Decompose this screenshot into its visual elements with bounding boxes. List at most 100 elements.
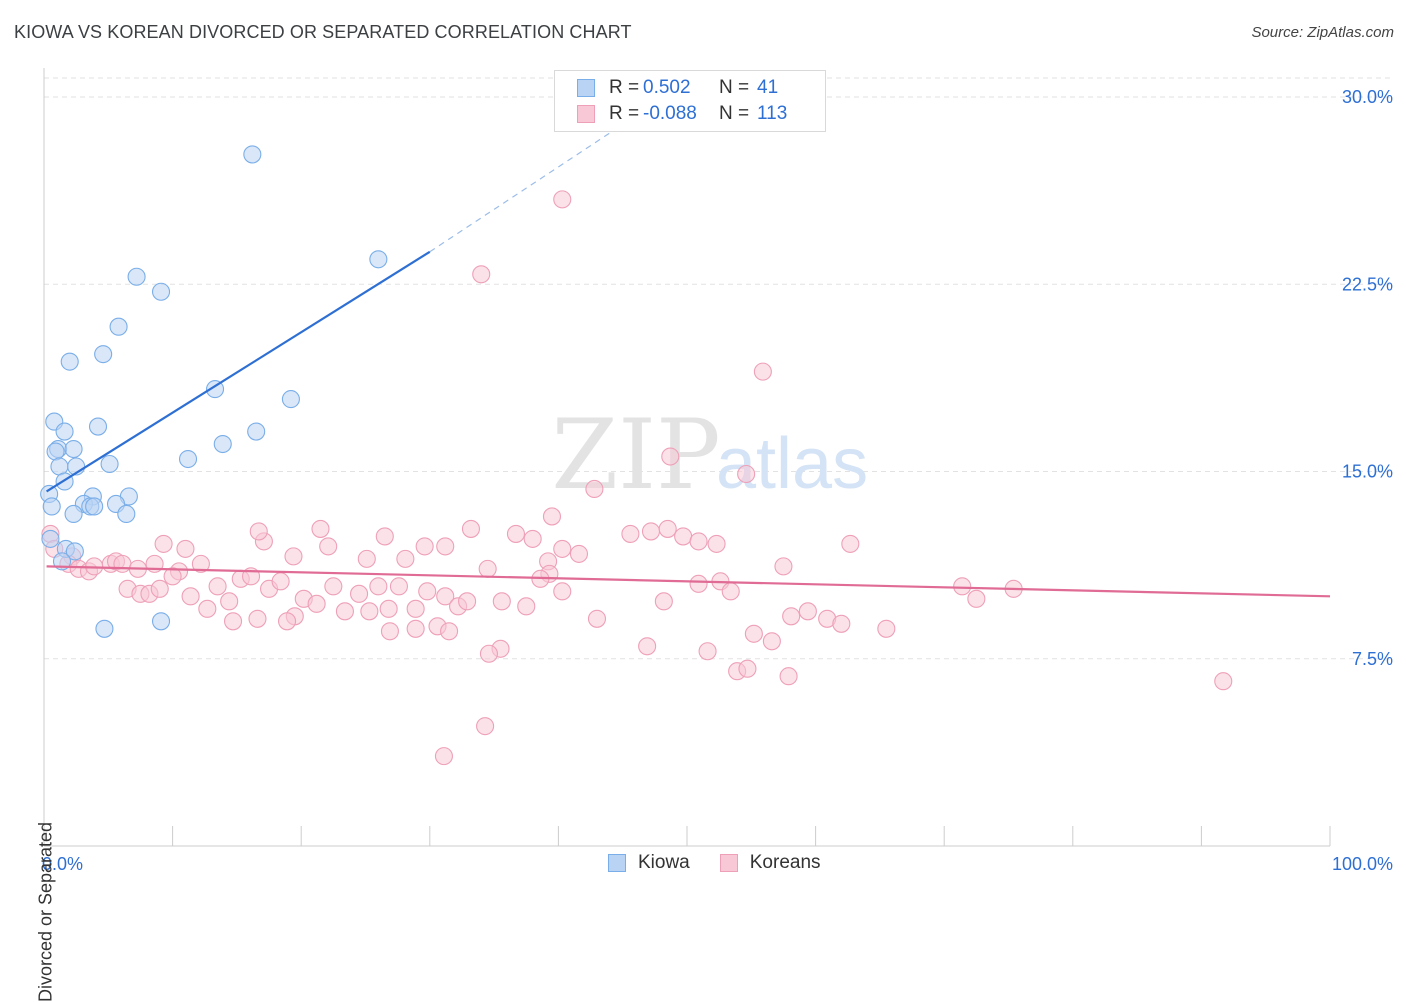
- watermark: ZIP atlas: [551, 399, 868, 511]
- koreans-point: [654, 592, 673, 611]
- kiowa-point: [41, 529, 60, 548]
- kiowa-trend-line: [45, 250, 431, 493]
- koreans-point: [307, 594, 326, 613]
- koreans-point: [721, 582, 740, 601]
- x-tick-label-max: 100.0%: [1332, 854, 1393, 874]
- koreans-point: [176, 539, 195, 558]
- koreans-point: [798, 602, 817, 621]
- koreans-point: [379, 599, 398, 618]
- chart-title: KIOWA VS KOREAN DIVORCED OR SEPARATED CO…: [14, 22, 632, 42]
- kiowa-legend-label: Kiowa: [638, 852, 690, 873]
- koreans-point: [585, 479, 604, 499]
- kiowa-point: [151, 282, 171, 301]
- koreans-point: [163, 567, 182, 586]
- koreans-point: [542, 507, 562, 526]
- koreans-point: [369, 577, 388, 596]
- kiowa-legend-swatch: [608, 854, 626, 872]
- koreans-point: [689, 532, 708, 551]
- kiowa-point: [243, 145, 262, 164]
- koreans-point: [569, 544, 589, 563]
- kiowa-point: [46, 442, 65, 461]
- x-tick-label-min: 0.0%: [42, 854, 83, 874]
- legend-item-koreans[interactable]: Koreans: [719, 852, 821, 874]
- koreans-point: [208, 577, 227, 596]
- legend-item-kiowa[interactable]: Kiowa: [608, 852, 690, 874]
- watermark-atlas: atlas: [716, 424, 868, 504]
- n-value: 113: [757, 103, 788, 124]
- kiowa-point: [85, 497, 104, 516]
- koreans-point: [198, 599, 217, 618]
- y-tick-label: 7.5%: [1352, 649, 1393, 669]
- koreans-point: [458, 592, 477, 611]
- koreans-point: [375, 527, 394, 546]
- y-tick-label: 30.0%: [1342, 87, 1393, 107]
- koreans-point: [271, 572, 290, 591]
- koreans-point: [472, 265, 491, 284]
- koreans-point: [154, 534, 173, 553]
- koreans-point: [223, 612, 243, 631]
- koreans-point: [738, 659, 757, 678]
- kiowa-point: [55, 422, 74, 441]
- koreans-point: [674, 527, 693, 546]
- kiowa-point: [213, 434, 232, 454]
- kiowa-point: [117, 504, 136, 523]
- kiowa-trend-extension: [429, 123, 624, 253]
- koreans-point: [436, 587, 455, 606]
- koreans-point: [406, 599, 425, 618]
- koreans-point: [220, 592, 239, 611]
- n-value: 41: [757, 77, 779, 98]
- koreans-point: [415, 537, 434, 556]
- n-label: N =: [719, 103, 750, 124]
- koreans-point: [278, 612, 297, 631]
- n-label: N =: [719, 77, 750, 98]
- koreans-point: [492, 592, 511, 611]
- kiowa-point: [65, 542, 84, 561]
- watermark-zip: ZIP: [551, 399, 720, 511]
- koreans-legend-swatch: [719, 854, 738, 872]
- y-tick-label: 22.5%: [1342, 274, 1393, 294]
- r-label: R =: [609, 77, 640, 98]
- kiowa-point: [151, 612, 171, 631]
- koreans-point: [661, 447, 680, 466]
- r-value: -0.088: [643, 103, 697, 124]
- koreans-point: [698, 642, 717, 661]
- koreans-point: [638, 637, 657, 656]
- kiowa-point: [64, 504, 83, 523]
- kiowa-point: [127, 267, 146, 286]
- kiowa-point: [64, 439, 83, 459]
- series-legend: Kiowa Koreans: [608, 852, 851, 874]
- koreans-point: [311, 519, 330, 538]
- koreans-point: [707, 534, 726, 553]
- koreans-point: [113, 554, 132, 573]
- koreans-point: [479, 644, 499, 663]
- koreans-point: [523, 529, 542, 548]
- kiowa-point: [100, 454, 119, 474]
- kiowa-point: [50, 457, 69, 476]
- koreans-point: [380, 622, 399, 641]
- koreans-point: [440, 622, 459, 641]
- x-tick-labels: 0.0% 100.0%: [42, 854, 1393, 874]
- koreans-point: [762, 632, 781, 651]
- y-tick-labels: 7.5% 15.0% 22.5% 30.0%: [1342, 87, 1393, 669]
- y-tick-label: 15.0%: [1342, 462, 1393, 482]
- koreans-point: [737, 464, 756, 484]
- koreans-point: [461, 519, 481, 538]
- kiowa-point: [42, 497, 61, 516]
- koreans-point: [517, 597, 536, 616]
- kiowa-swatch: [577, 79, 595, 97]
- scatter-chart: ZIP atlas 7.5% 15.0% 22.5% 30.0% 0.0% 100.0%: [40, 68, 1393, 874]
- koreans-point: [406, 619, 425, 638]
- koreans-point: [249, 522, 268, 541]
- kiowa-point: [88, 417, 108, 436]
- kiowa-point: [94, 345, 113, 364]
- koreans-point: [841, 534, 860, 553]
- koreans-point: [753, 362, 772, 381]
- koreans-point: [150, 579, 169, 598]
- trend-lines: [45, 123, 1331, 598]
- koreans-point: [774, 557, 793, 576]
- kiowa-point: [281, 390, 300, 409]
- koreans-point: [641, 522, 661, 541]
- koreans-point: [587, 609, 607, 628]
- koreans-point: [436, 537, 455, 556]
- koreans-point: [506, 524, 526, 543]
